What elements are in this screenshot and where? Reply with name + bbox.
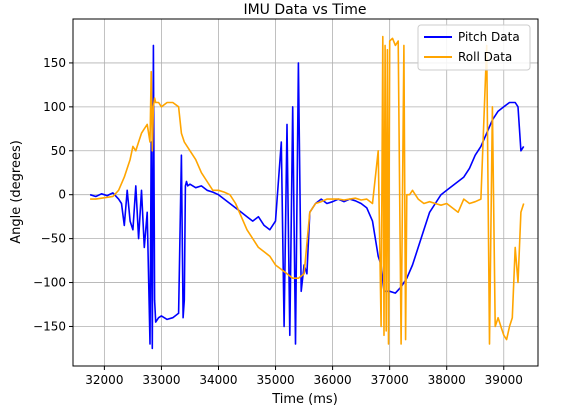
y-tick-label: 150 bbox=[43, 56, 66, 70]
y-tick-label: 0 bbox=[58, 188, 66, 202]
chart-title: IMU Data vs Time bbox=[243, 2, 366, 18]
x-tick-label: 37000 bbox=[371, 373, 409, 387]
y-tick-label: 50 bbox=[51, 144, 66, 158]
roll-data-line bbox=[90, 35, 525, 345]
y-tick-label: −150 bbox=[33, 319, 66, 333]
legend-label-roll: Roll Data bbox=[458, 50, 512, 64]
x-tick-label: 38000 bbox=[428, 373, 466, 387]
plot-frame bbox=[72, 18, 539, 367]
y-axis-label: Angle (degrees) bbox=[9, 140, 24, 244]
x-tick-label: 39000 bbox=[485, 373, 523, 387]
y-tick-label: 100 bbox=[43, 100, 66, 114]
legend-label-pitch: Pitch Data bbox=[458, 30, 520, 44]
y-tick-label: −100 bbox=[33, 276, 66, 290]
x-tick-label: 32000 bbox=[85, 373, 123, 387]
x-axis-ticks: 32000 33000 34000 35000 36000 37000 38000 39000 bbox=[85, 366, 523, 387]
x-tick-label: 36000 bbox=[314, 373, 352, 387]
x-tick-label: 35000 bbox=[256, 373, 294, 387]
x-tick-label: 34000 bbox=[199, 373, 237, 387]
pitch-data-line bbox=[89, 44, 525, 350]
y-tick-label: −50 bbox=[41, 232, 66, 246]
series-layer bbox=[89, 35, 525, 350]
legend: Pitch Data Roll Data bbox=[417, 24, 531, 71]
y-axis-ticks: −150 −100 −50 0 50 100 150 bbox=[33, 56, 73, 333]
x-tick-label: 33000 bbox=[142, 373, 180, 387]
x-axis-label: Time (ms) bbox=[271, 392, 338, 407]
